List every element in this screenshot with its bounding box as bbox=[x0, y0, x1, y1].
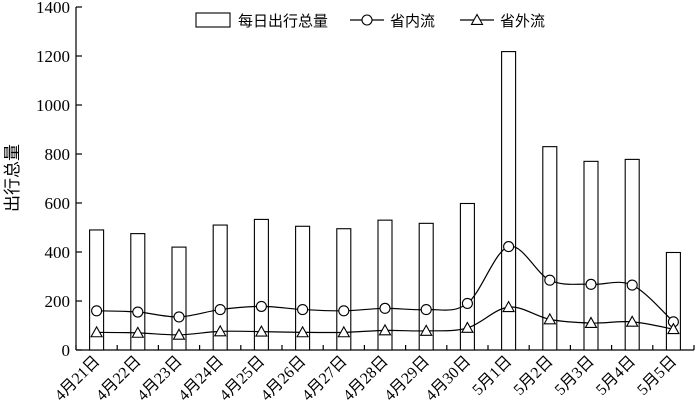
bar-daily-total bbox=[336, 228, 352, 351]
point-intra-province bbox=[132, 306, 144, 318]
y-tick-label: 1400 bbox=[36, 0, 70, 17]
y-tick-label: 400 bbox=[45, 243, 71, 262]
point-inter-province bbox=[460, 321, 474, 333]
point-inter-province bbox=[666, 322, 680, 335]
point-inter-province bbox=[296, 325, 310, 338]
point-inter-province bbox=[131, 326, 145, 338]
bar-daily-total bbox=[501, 51, 517, 351]
x-tick-label: 4月25日 bbox=[217, 353, 269, 405]
point-intra-province bbox=[461, 297, 473, 310]
point-inter-province bbox=[625, 315, 639, 327]
point-inter-province bbox=[90, 325, 104, 338]
x-tick-label: 4月22日 bbox=[93, 353, 145, 405]
y-tick-label: 0 bbox=[62, 341, 71, 360]
point-intra-province bbox=[297, 304, 309, 316]
bar-daily-total bbox=[542, 146, 558, 351]
legend-item: 每日出行总量 bbox=[195, 12, 328, 30]
bar-daily-total bbox=[212, 224, 228, 351]
x-tick-label: 4月28日 bbox=[340, 353, 392, 405]
point-intra-province bbox=[585, 278, 597, 290]
point-inter-province bbox=[337, 325, 351, 338]
bar-daily-total bbox=[624, 158, 640, 351]
x-tick-label: 5月5日 bbox=[634, 353, 680, 399]
x-tick-label: 4月24日 bbox=[175, 353, 227, 405]
point-intra-province bbox=[91, 305, 103, 317]
point-intra-province bbox=[379, 302, 391, 314]
x-tick-label: 4月29日 bbox=[381, 353, 433, 405]
bar-daily-total bbox=[89, 229, 105, 351]
x-tick-label: 4月23日 bbox=[134, 353, 186, 405]
bar-daily-total bbox=[171, 246, 187, 351]
bar-daily-total bbox=[459, 202, 475, 351]
x-tick-label: 5月3日 bbox=[552, 353, 598, 399]
y-tick-label: 1200 bbox=[36, 47, 70, 66]
y-tick-label: 200 bbox=[45, 292, 71, 311]
point-inter-province bbox=[254, 324, 268, 337]
point-inter-province bbox=[172, 328, 186, 340]
y-tick-label: 600 bbox=[45, 194, 71, 213]
legend-label: 省外流 bbox=[500, 12, 545, 30]
point-intra-province bbox=[214, 304, 226, 316]
legend-label: 每日出行总量 bbox=[238, 12, 328, 30]
point-intra-province bbox=[420, 304, 432, 316]
point-intra-province bbox=[173, 311, 185, 323]
bar-daily-total bbox=[253, 218, 269, 351]
point-inter-province bbox=[543, 312, 557, 325]
legend: 每日出行总量 省内流 省外流 bbox=[195, 12, 545, 30]
point-intra-province bbox=[255, 300, 267, 312]
point-inter-province bbox=[213, 324, 227, 337]
bar-daily-total bbox=[418, 222, 434, 351]
bar-daily-total bbox=[377, 219, 393, 351]
point-intra-province bbox=[544, 274, 556, 286]
bar-daily-total bbox=[665, 251, 681, 351]
point-inter-province bbox=[502, 300, 516, 313]
x-tick-label: 4月21日 bbox=[52, 353, 104, 405]
bar-daily-total bbox=[295, 225, 311, 351]
point-intra-province bbox=[338, 305, 350, 317]
bar-daily-total bbox=[583, 160, 599, 351]
x-tick-label: 5月1日 bbox=[469, 353, 515, 399]
point-inter-province bbox=[419, 324, 433, 336]
legend-marker-circle bbox=[361, 14, 373, 26]
legend-item: 省内流 bbox=[350, 12, 435, 30]
x-tick-label: 4月27日 bbox=[299, 353, 351, 405]
bar-daily-total bbox=[130, 233, 146, 351]
point-intra-province bbox=[503, 241, 515, 253]
point-inter-province bbox=[584, 316, 598, 329]
y-tick-label: 800 bbox=[45, 145, 71, 164]
legend-item: 省外流 bbox=[460, 12, 545, 30]
x-tick-label: 4月26日 bbox=[258, 353, 310, 405]
legend-swatch-bar bbox=[195, 12, 231, 28]
legend-marker-triangle bbox=[470, 13, 484, 25]
point-intra-province bbox=[626, 279, 638, 291]
x-tick-label: 4月30日 bbox=[423, 353, 475, 405]
y-tick-label: 1000 bbox=[36, 96, 70, 115]
x-tick-label: 5月4日 bbox=[593, 353, 639, 399]
legend-label: 省内流 bbox=[390, 12, 435, 30]
x-tick-label: 5月2日 bbox=[511, 353, 557, 399]
y-axis-title: 出行总量 bbox=[3, 144, 23, 212]
point-inter-province bbox=[378, 323, 392, 336]
